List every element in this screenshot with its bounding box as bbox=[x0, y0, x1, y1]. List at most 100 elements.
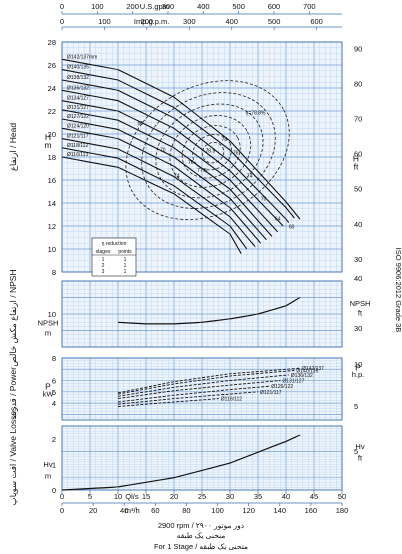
m3h-tick-label: 40 bbox=[120, 506, 128, 515]
efficiency-value-label: 74 bbox=[247, 174, 253, 180]
qls-tick-label: 25 bbox=[198, 492, 206, 501]
m3h-tick-label: 160 bbox=[305, 506, 318, 515]
impgpm-tick-label: 600 bbox=[310, 17, 323, 26]
efficiency-value-label: 78 bbox=[222, 137, 228, 143]
head-curve-label: Ø142/137mm bbox=[67, 54, 97, 60]
power-curve-label: Ø131/127 bbox=[282, 379, 304, 385]
head-curve-3 bbox=[61, 79, 290, 223]
efficiency-value-label: 70 bbox=[261, 197, 267, 203]
npsh-curve bbox=[117, 296, 301, 325]
iso-side-note: ISO 9906:2012 Grade 3B bbox=[394, 248, 402, 333]
losses-ft-unit-ft: ft bbox=[358, 454, 363, 463]
head-unit-m: m bbox=[44, 140, 51, 150]
power-unit-p: P bbox=[45, 382, 51, 392]
losses-unit-m: m bbox=[45, 471, 51, 480]
efficiency-value-label: 78.5 bbox=[206, 148, 216, 154]
power-tick-label: 6 bbox=[52, 377, 56, 386]
usgpm-axis-title: U.S.gpm bbox=[140, 2, 169, 11]
npsh-ft-tick-label: 30 bbox=[354, 324, 362, 333]
reduction-table-header: stages bbox=[96, 249, 111, 255]
usgpm-tick-label: 600 bbox=[268, 2, 281, 11]
valve-loss-curve bbox=[61, 434, 301, 491]
power-curve-3 bbox=[117, 374, 289, 397]
losses-axis-label: افت سوپاپ / Valve Losses bbox=[8, 407, 19, 506]
head-curve-label: Ø127/122 bbox=[67, 114, 89, 120]
head-ft-tick-label: 70 bbox=[354, 115, 362, 124]
reduction-table-cell: 1 bbox=[124, 269, 127, 275]
usgpm-tick-label: 200 bbox=[126, 2, 139, 11]
m3h-tick-label: 20 bbox=[89, 506, 97, 515]
power-curve-label: Ø121/117 bbox=[260, 390, 282, 396]
npsh-unit-m: m bbox=[45, 328, 51, 337]
usgpm-tick-label: 400 bbox=[197, 2, 210, 11]
head-curve-4 bbox=[61, 89, 284, 227]
head-curve-9 bbox=[61, 138, 256, 248]
losses-tick-label: 2 bbox=[52, 435, 56, 444]
power-axis-label: قدرت / Power bbox=[8, 367, 19, 419]
head-ft-tick-label: 40 bbox=[354, 220, 362, 229]
impgpm-tick-label: 300 bbox=[183, 17, 196, 26]
power-tick-label: 5 bbox=[52, 388, 56, 397]
impgpm-tick-label: 100 bbox=[98, 17, 111, 26]
power-curve-7 bbox=[117, 398, 219, 407]
power-curve-4 bbox=[117, 380, 281, 400]
head-ft-unit-h: H bbox=[353, 154, 359, 164]
power-hp-tick-label: 10 bbox=[354, 360, 362, 369]
power-curve-1 bbox=[117, 367, 301, 394]
power-tick-label: 8 bbox=[52, 354, 56, 363]
reduction-table-title: η reduction bbox=[102, 241, 127, 247]
efficiency-value-label: 60 bbox=[289, 224, 295, 230]
power-curve-label: Ø140/135 bbox=[296, 368, 318, 374]
head-curve-label: Ø124/120 bbox=[67, 123, 89, 129]
reduction-table-cell: 1 bbox=[124, 263, 127, 269]
npsh-ft-unit-ft: ft bbox=[358, 309, 363, 318]
power-curve-label: Ø126/122 bbox=[271, 384, 293, 390]
m3h-tick-label: 60 bbox=[151, 506, 159, 515]
head-curve-11 bbox=[61, 156, 242, 254]
head-ft-tick-label: 30 bbox=[354, 255, 362, 264]
qls-tick-label: 45 bbox=[310, 492, 318, 501]
qls-tick-label: 40 bbox=[282, 492, 290, 501]
npsh-axis-label: ارتفاع مکش خالص / NPSH bbox=[8, 269, 19, 366]
qls-tick-label: 20 bbox=[170, 492, 178, 501]
efficiency-contour bbox=[181, 125, 241, 179]
efficiency-value-label: 74 bbox=[174, 174, 180, 180]
head-ft-tick-label: 60 bbox=[354, 150, 362, 159]
head-curve-label: Ø118/112 bbox=[67, 143, 88, 149]
footer-curve-fa: منحنی یک طبقه bbox=[177, 531, 226, 540]
head-tick-label: 14 bbox=[48, 199, 56, 208]
npsh-ft-unit-top: NPSH bbox=[350, 299, 371, 308]
head-tick-label: 26 bbox=[48, 61, 56, 70]
power-tick-label: 4 bbox=[52, 399, 56, 408]
npsh-grid bbox=[61, 280, 343, 348]
power-unit-kw: kW bbox=[43, 389, 55, 398]
power-curve-2 bbox=[117, 369, 295, 395]
usgpm-tick-label: 500 bbox=[232, 2, 245, 11]
reduction-table-header: points bbox=[118, 249, 132, 255]
head-tick-label: 28 bbox=[48, 38, 56, 47]
qls-tick-label: 0 bbox=[60, 492, 64, 501]
reduction-table-cell: 1 bbox=[102, 257, 105, 263]
head-ft-unit-ft: ft bbox=[354, 162, 359, 172]
efficiency-label: η=78.8% bbox=[246, 110, 266, 116]
head-unit-h: H bbox=[45, 132, 51, 142]
head-tick-label: 22 bbox=[48, 107, 56, 116]
head-curve-label: Ø138/132 bbox=[67, 75, 89, 81]
impgpm-tick-label: 200 bbox=[141, 17, 154, 26]
power-curve-label: Ø136/132 bbox=[291, 373, 313, 379]
npsh-tick-label: 10 bbox=[48, 310, 56, 319]
efficiency-contour bbox=[141, 92, 276, 209]
qls-tick-label: 35 bbox=[254, 492, 262, 501]
reduction-table-box bbox=[91, 237, 137, 277]
m3h-tick-label: 140 bbox=[274, 506, 287, 515]
m3h-axis-title: m³/h bbox=[125, 506, 140, 515]
efficiency-value-label: 64 bbox=[275, 216, 281, 222]
head-curve-2 bbox=[61, 69, 295, 219]
head-axis-label: ارتفاع / Head bbox=[8, 123, 19, 171]
footer-stage: For 1 Stage / منحنی یک طبقه bbox=[154, 542, 248, 551]
head-ft-tick-label: 50 bbox=[354, 185, 362, 194]
efficiency-value-label: 76 bbox=[188, 160, 194, 166]
usgpm-tick-label: 100 bbox=[91, 2, 104, 11]
qls-tick-label: 30 bbox=[226, 492, 234, 501]
